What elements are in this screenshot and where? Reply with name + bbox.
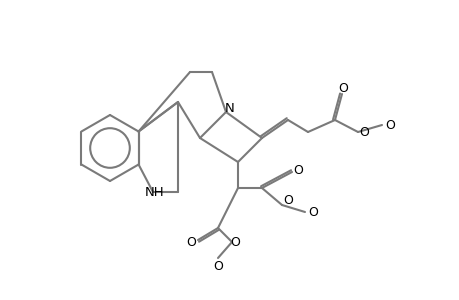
Text: NH: NH [145,187,164,200]
Text: O: O [213,260,223,272]
Text: O: O [384,118,394,131]
Text: O: O [308,206,317,218]
Text: O: O [337,82,347,94]
Text: N: N [224,101,235,115]
Text: O: O [230,236,240,248]
Text: O: O [292,164,302,176]
Text: O: O [282,194,292,208]
Text: O: O [358,125,368,139]
Text: O: O [185,236,196,248]
